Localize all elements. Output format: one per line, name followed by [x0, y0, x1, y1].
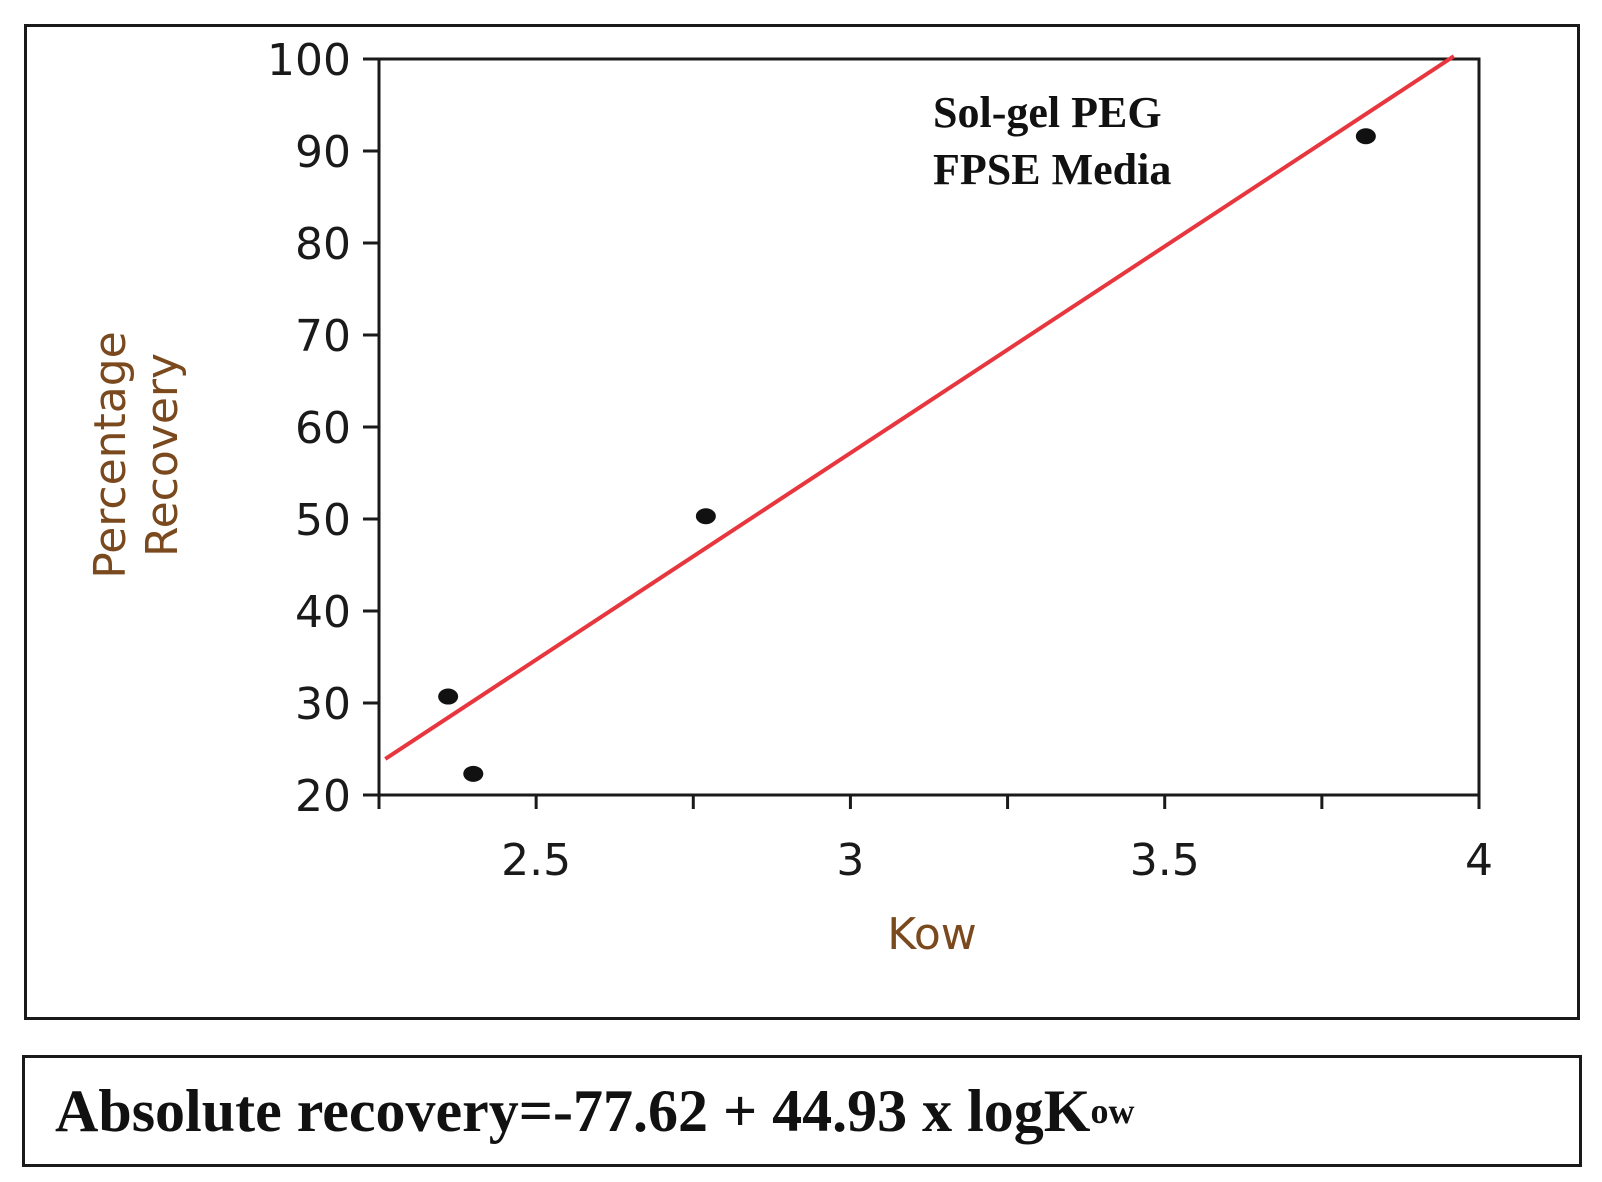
- y-tick-label: 100: [267, 35, 351, 86]
- y-tick-label: 70: [295, 311, 351, 362]
- data-points: [438, 128, 1376, 782]
- annotation-line-2: FPSE Media: [933, 145, 1171, 194]
- annotation-line-1: Sol-gel PEG: [933, 88, 1162, 137]
- y-tick-label: 50: [295, 495, 351, 546]
- equation-box: Absolute recovery=-77.62 + 44.93 x logK o…: [22, 1055, 1582, 1167]
- x-axis-title: Kow: [887, 909, 977, 960]
- data-point: [463, 765, 484, 782]
- y-axis-ticks: 20 30 40 50 60 70 80 90 100: [267, 35, 379, 822]
- y-axis-title: Percentage Recovery: [85, 331, 188, 579]
- y-tick-label: 30: [295, 679, 351, 730]
- data-point: [1355, 128, 1376, 145]
- y-tick-label: 90: [295, 127, 351, 178]
- y-tick-label: 60: [295, 403, 351, 454]
- equation-text: Absolute recovery=-77.62 + 44.93 x logK: [55, 1077, 1091, 1144]
- y-tick-label: 80: [295, 219, 351, 270]
- equation-subscript: ow: [1090, 1091, 1135, 1131]
- data-point: [438, 688, 459, 705]
- chart-frame: Percentage Recovery 20 30 40 50 60 70 80 90 100 …: [24, 24, 1580, 1020]
- y-axis-title-line-2: Recovery: [137, 353, 188, 557]
- regression-line: [384, 54, 1455, 761]
- x-axis-ticks: 2.5 3 3.5 4: [377, 795, 1493, 886]
- x-tick-label: 2.5: [501, 835, 571, 886]
- plot-area: [377, 57, 1481, 797]
- y-axis-title-line-1: Percentage: [85, 331, 136, 579]
- y-tick-label: 20: [295, 771, 351, 822]
- x-tick-label: 3: [836, 835, 864, 886]
- x-tick-label: 3.5: [1130, 835, 1200, 886]
- y-tick-label: 40: [295, 587, 351, 638]
- x-tick-label: 4: [1465, 835, 1493, 886]
- data-point: [695, 508, 716, 525]
- scatter-plot: Percentage Recovery 2030405060708090100 …: [85, 35, 1493, 960]
